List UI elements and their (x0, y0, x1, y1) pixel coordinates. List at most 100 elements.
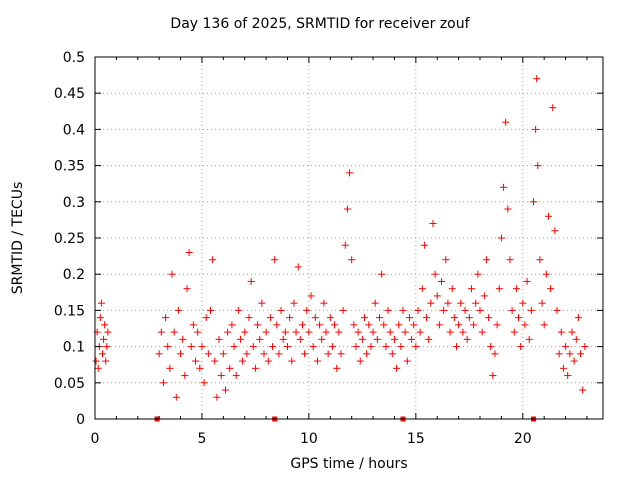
data-point (549, 104, 557, 112)
data-point (279, 335, 287, 343)
data-point (296, 335, 304, 343)
data-point (189, 321, 197, 329)
data-point (390, 335, 398, 343)
data-point (196, 364, 204, 372)
data-point (414, 306, 422, 314)
data-point (292, 328, 300, 336)
data-point (219, 350, 227, 358)
data-point (472, 299, 480, 307)
data-point (352, 343, 360, 351)
data-point (183, 285, 191, 293)
data-point (375, 314, 383, 322)
data-point (209, 256, 217, 264)
data-point (491, 350, 499, 358)
data-point (470, 321, 478, 329)
data-point (562, 343, 570, 351)
data-point (185, 248, 193, 256)
y-tick-label: 0 (76, 412, 85, 428)
data-point (168, 270, 176, 278)
chart-title: Day 136 of 2025, SRMTID for receiver zou… (170, 16, 470, 32)
data-point (410, 321, 418, 329)
data-point (254, 321, 262, 329)
data-point (405, 314, 413, 322)
data-point (533, 75, 541, 83)
data-point (215, 335, 223, 343)
data-point (540, 321, 548, 329)
data-point (386, 328, 394, 336)
data-point (301, 350, 309, 358)
data-point (485, 314, 493, 322)
axis-ticks: 0 0.05 0.1 0.15 0.2 0.25 0.3 0.35 0.4 0.45 0.5 0 5 10… (54, 50, 603, 447)
data-point (482, 256, 490, 264)
data-point (489, 372, 497, 380)
data-point (504, 205, 512, 213)
data-point (157, 328, 165, 336)
data-point (200, 379, 208, 387)
data-point (536, 256, 544, 264)
data-point (159, 379, 167, 387)
data-point (324, 350, 332, 358)
data-point (506, 256, 514, 264)
data-point (273, 321, 281, 329)
data-point (521, 321, 529, 329)
data-point (455, 321, 463, 329)
grid-lines (95, 57, 603, 419)
data-point (228, 321, 236, 329)
data-point (162, 314, 170, 322)
data-point (508, 306, 516, 314)
data-point (371, 299, 379, 307)
data-point (358, 335, 366, 343)
y-tick-label: 0.45 (54, 86, 85, 102)
data-point (328, 343, 336, 351)
data-point (493, 321, 501, 329)
data-point (239, 357, 247, 365)
data-point (577, 350, 585, 358)
x-tick-label: 0 (91, 431, 100, 447)
data-point (198, 343, 206, 351)
data-point (395, 321, 403, 329)
data-point (192, 357, 200, 365)
data-point (461, 306, 469, 314)
data-point (431, 270, 439, 278)
data-point (313, 357, 321, 365)
data-point (298, 321, 306, 329)
data-point (318, 335, 326, 343)
data-point (277, 306, 285, 314)
data-point (465, 314, 473, 322)
data-point (339, 306, 347, 314)
data-point (204, 350, 212, 358)
data-point (294, 263, 302, 271)
data-point (346, 169, 354, 177)
data-point (367, 343, 375, 351)
data-point (523, 277, 531, 285)
data-point (459, 328, 467, 336)
data-point (399, 306, 407, 314)
data-point (221, 386, 229, 394)
data-point (96, 314, 104, 322)
data-point (525, 335, 533, 343)
data-point (527, 306, 535, 314)
y-tick-label: 0.5 (63, 50, 85, 66)
data-point (249, 343, 257, 351)
data-point (281, 328, 289, 336)
data-point (510, 328, 518, 336)
y-tick-label: 0.2 (63, 267, 85, 283)
data-point (538, 299, 546, 307)
data-point (438, 277, 446, 285)
y-tick-label: 0.35 (54, 159, 85, 175)
data-point (474, 270, 482, 278)
data-point (568, 328, 576, 336)
data-point (542, 270, 550, 278)
data-point (420, 241, 428, 249)
data-point (403, 357, 411, 365)
data-point (519, 299, 527, 307)
data-point (211, 357, 219, 365)
data-point (388, 350, 396, 358)
data-point (476, 306, 484, 314)
data-point (337, 350, 345, 358)
data-point (234, 306, 242, 314)
data-point (532, 125, 540, 133)
data-point (102, 357, 110, 365)
x-tick-label: 10 (300, 431, 318, 447)
data-point (557, 328, 565, 336)
